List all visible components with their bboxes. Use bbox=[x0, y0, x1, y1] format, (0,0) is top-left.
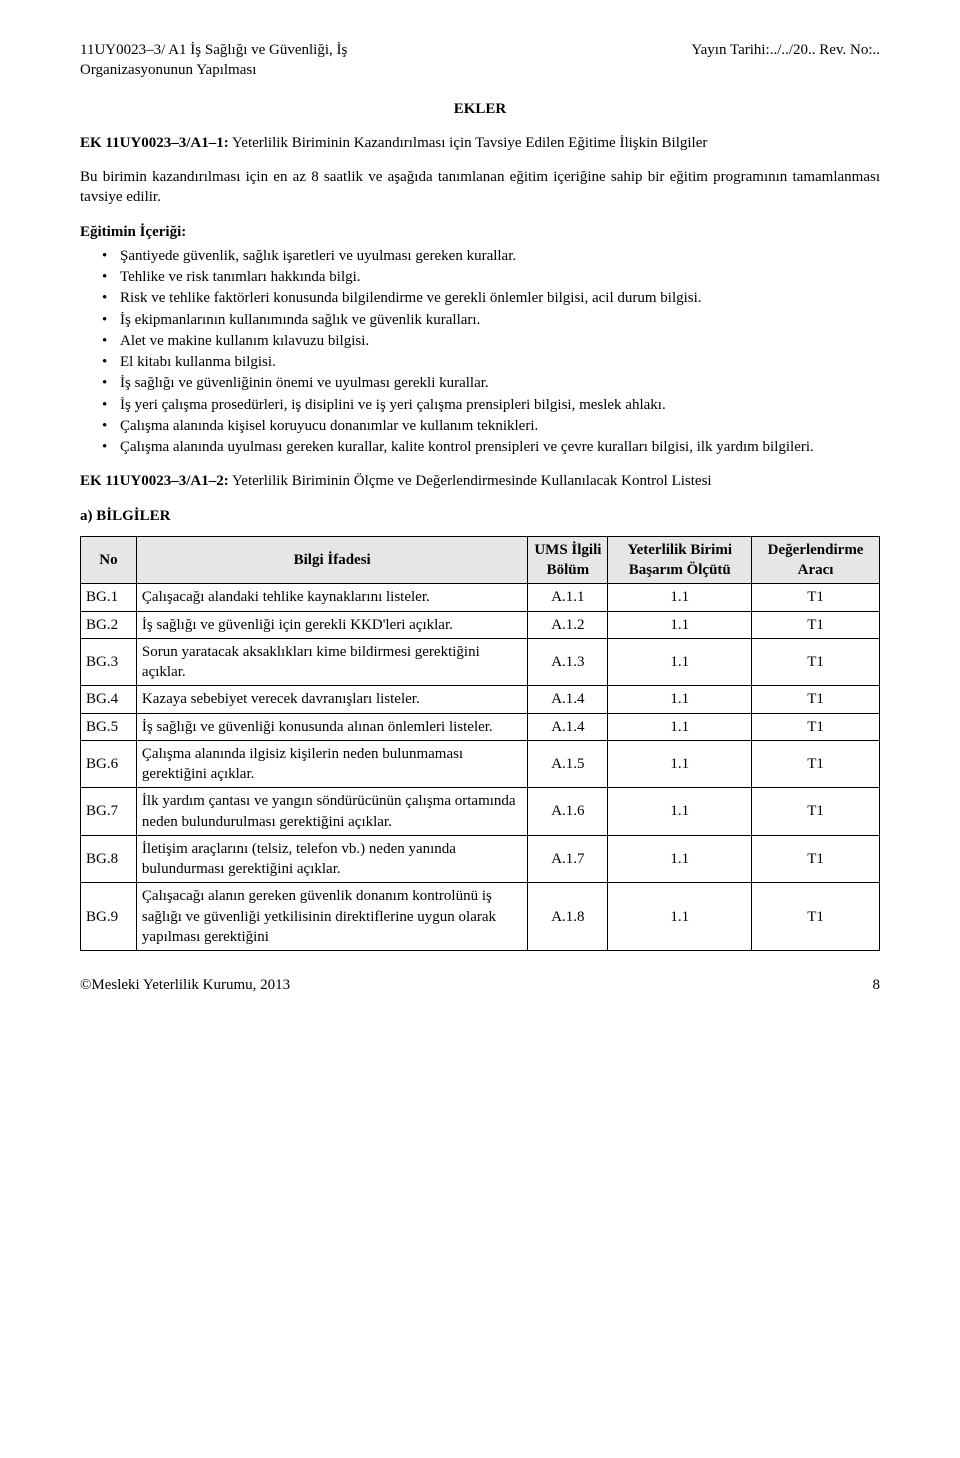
cell-yb: 1.1 bbox=[608, 835, 752, 883]
list-item: Risk ve tehlike faktörleri konusunda bil… bbox=[102, 288, 880, 308]
content-heading: Eğitimin İçeriği: bbox=[80, 222, 880, 242]
footer-left: ©Mesleki Yeterlilik Kurumu, 2013 bbox=[80, 975, 290, 995]
col-header-ifade: Bilgi İfadesi bbox=[136, 536, 528, 584]
cell-da: T1 bbox=[752, 713, 880, 740]
cell-da: T1 bbox=[752, 883, 880, 951]
col-header-yb: Yeterlilik Birimi Başarım Ölçütü bbox=[608, 536, 752, 584]
cell-yb: 1.1 bbox=[608, 788, 752, 836]
header-left-line2: Organizasyonunun Yapılması bbox=[80, 60, 347, 80]
cell-no: BG.2 bbox=[81, 611, 137, 638]
cell-da: T1 bbox=[752, 740, 880, 788]
cell-no: BG.6 bbox=[81, 740, 137, 788]
table-body: BG.1 Çalışacağı alandaki tehlike kaynakl… bbox=[81, 584, 880, 951]
cell-ifade: Çalışacağı alandaki tehlike kaynaklarını… bbox=[136, 584, 528, 611]
cell-ums: A.1.1 bbox=[528, 584, 608, 611]
cell-yb: 1.1 bbox=[608, 686, 752, 713]
cell-ifade: İş sağlığı ve güvenliği için gerekli KKD… bbox=[136, 611, 528, 638]
list-item: İş ekipmanlarının kullanımında sağlık ve… bbox=[102, 310, 880, 330]
cell-da: T1 bbox=[752, 788, 880, 836]
ekler-title: EKLER bbox=[80, 99, 880, 119]
list-item: Alet ve makine kullanım kılavuzu bilgisi… bbox=[102, 331, 880, 351]
header-left-line1: 11UY0023–3/ A1 İş Sağlığı ve Güvenliği, … bbox=[80, 40, 347, 60]
list-item: İş yeri çalışma prosedürleri, iş disipli… bbox=[102, 395, 880, 415]
ek2-heading: EK 11UY0023–3/A1–2: Yeterlilik Biriminin… bbox=[80, 471, 880, 491]
cell-ifade: İlk yardım çantası ve yangın söndürücünü… bbox=[136, 788, 528, 836]
cell-ums: A.1.2 bbox=[528, 611, 608, 638]
header-right: Yayın Tarihi:../../20.. Rev. No:.. bbox=[691, 40, 880, 81]
cell-ums: A.1.4 bbox=[528, 686, 608, 713]
ek1-heading: EK 11UY0023–3/A1–1: Yeterlilik Biriminin… bbox=[80, 133, 880, 153]
list-item: Şantiyede güvenlik, sağlık işaretleri ve… bbox=[102, 246, 880, 266]
table-header-row: No Bilgi İfadesi UMS İlgili Bölüm Yeterl… bbox=[81, 536, 880, 584]
header-left: 11UY0023–3/ A1 İş Sağlığı ve Güvenliği, … bbox=[80, 40, 347, 81]
cell-da: T1 bbox=[752, 611, 880, 638]
cell-ifade: Sorun yaratacak aksaklıkları kime bildir… bbox=[136, 638, 528, 686]
cell-ifade: İş sağlığı ve güvenliği konusunda alınan… bbox=[136, 713, 528, 740]
cell-no: BG.8 bbox=[81, 835, 137, 883]
cell-no: BG.7 bbox=[81, 788, 137, 836]
ek1-label: EK 11UY0023–3/A1–1: bbox=[80, 135, 229, 151]
list-item: İş sağlığı ve güvenliğinin önemi ve uyul… bbox=[102, 373, 880, 393]
ek2-rest: Yeterlilik Biriminin Ölçme ve Değerlendi… bbox=[229, 473, 712, 489]
cell-ums: A.1.3 bbox=[528, 638, 608, 686]
cell-no: BG.5 bbox=[81, 713, 137, 740]
table-row: BG.3 Sorun yaratacak aksaklıkları kime b… bbox=[81, 638, 880, 686]
cell-no: BG.4 bbox=[81, 686, 137, 713]
cell-da: T1 bbox=[752, 584, 880, 611]
intro-paragraph: Bu birimin kazandırılması için en az 8 s… bbox=[80, 167, 880, 208]
cell-da: T1 bbox=[752, 835, 880, 883]
cell-da: T1 bbox=[752, 638, 880, 686]
cell-yb: 1.1 bbox=[608, 584, 752, 611]
page-header: 11UY0023–3/ A1 İş Sağlığı ve Güvenliği, … bbox=[80, 40, 880, 81]
list-item: Tehlike ve risk tanımları hakkında bilgi… bbox=[102, 267, 880, 287]
cell-ifade: Çalışma alanında ilgisiz kişilerin neden… bbox=[136, 740, 528, 788]
bilgiler-table: No Bilgi İfadesi UMS İlgili Bölüm Yeterl… bbox=[80, 536, 880, 951]
ek1-rest: Yeterlilik Biriminin Kazandırılması için… bbox=[229, 135, 708, 151]
list-item: El kitabı kullanma bilgisi. bbox=[102, 352, 880, 372]
page-footer: ©Mesleki Yeterlilik Kurumu, 2013 8 bbox=[80, 975, 880, 995]
cell-no: BG.9 bbox=[81, 883, 137, 951]
cell-ums: A.1.7 bbox=[528, 835, 608, 883]
cell-da: T1 bbox=[752, 686, 880, 713]
footer-right: 8 bbox=[873, 975, 881, 995]
cell-no: BG.1 bbox=[81, 584, 137, 611]
cell-ums: A.1.6 bbox=[528, 788, 608, 836]
cell-ums: A.1.8 bbox=[528, 883, 608, 951]
list-item: Çalışma alanında uyulması gereken kurall… bbox=[102, 437, 880, 457]
list-item: Çalışma alanında kişisel koruyucu donanı… bbox=[102, 416, 880, 436]
ek2-label: EK 11UY0023–3/A1–2: bbox=[80, 473, 229, 489]
cell-ifade: Çalışacağı alanın gereken güvenlik donan… bbox=[136, 883, 528, 951]
table-row: BG.7 İlk yardım çantası ve yangın söndür… bbox=[81, 788, 880, 836]
table-row: BG.1 Çalışacağı alandaki tehlike kaynakl… bbox=[81, 584, 880, 611]
cell-ums: A.1.5 bbox=[528, 740, 608, 788]
cell-yb: 1.1 bbox=[608, 611, 752, 638]
col-header-da: Değerlendirme Aracı bbox=[752, 536, 880, 584]
table-row: BG.8 İletişim araçlarını (telsiz, telefo… bbox=[81, 835, 880, 883]
table-row: BG.5 İş sağlığı ve güvenliği konusunda a… bbox=[81, 713, 880, 740]
table-row: BG.6 Çalışma alanında ilgisiz kişilerin … bbox=[81, 740, 880, 788]
table-row: BG.9 Çalışacağı alanın gereken güvenlik … bbox=[81, 883, 880, 951]
cell-yb: 1.1 bbox=[608, 740, 752, 788]
cell-ifade: İletişim araçlarını (telsiz, telefon vb.… bbox=[136, 835, 528, 883]
bullet-list: Şantiyede güvenlik, sağlık işaretleri ve… bbox=[80, 246, 880, 458]
cell-yb: 1.1 bbox=[608, 713, 752, 740]
subsection-a: a) BİLGİLER bbox=[80, 506, 880, 526]
col-header-ums: UMS İlgili Bölüm bbox=[528, 536, 608, 584]
cell-yb: 1.1 bbox=[608, 638, 752, 686]
table-row: BG.4 Kazaya sebebiyet verecek davranışla… bbox=[81, 686, 880, 713]
cell-yb: 1.1 bbox=[608, 883, 752, 951]
cell-ifade: Kazaya sebebiyet verecek davranışları li… bbox=[136, 686, 528, 713]
col-header-no: No bbox=[81, 536, 137, 584]
cell-no: BG.3 bbox=[81, 638, 137, 686]
cell-ums: A.1.4 bbox=[528, 713, 608, 740]
table-row: BG.2 İş sağlığı ve güvenliği için gerekl… bbox=[81, 611, 880, 638]
